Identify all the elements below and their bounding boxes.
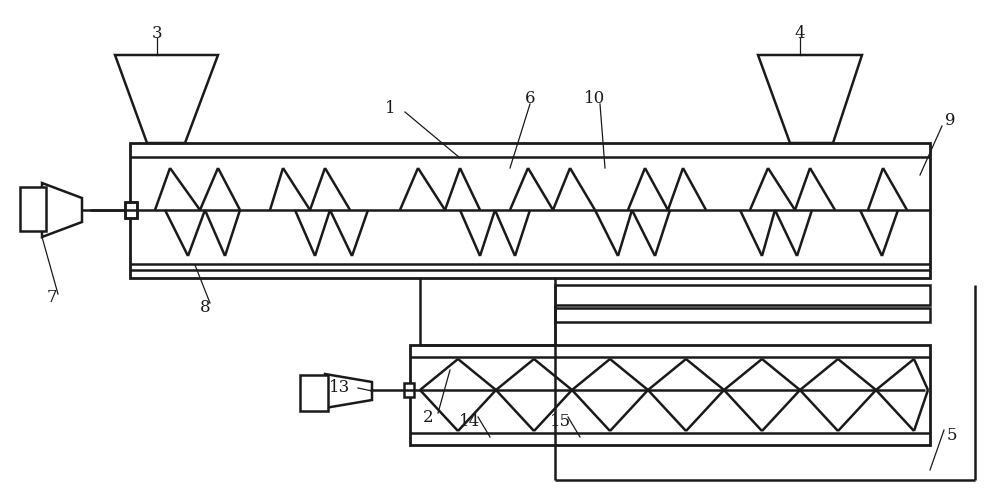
Polygon shape: [115, 55, 218, 143]
Polygon shape: [758, 55, 862, 143]
Bar: [555, 308, 930, 322]
Polygon shape: [42, 183, 82, 237]
Text: 14: 14: [459, 413, 481, 430]
Text: 3: 3: [152, 24, 162, 41]
Bar: [125, 202, 137, 218]
Bar: [130, 143, 930, 278]
Polygon shape: [325, 374, 372, 408]
Text: 13: 13: [329, 379, 351, 396]
Bar: [410, 345, 930, 445]
Text: 1: 1: [385, 100, 395, 117]
Text: 8: 8: [200, 299, 210, 317]
Text: 9: 9: [945, 112, 955, 128]
Bar: [300, 375, 328, 411]
Text: 5: 5: [947, 426, 957, 444]
Text: 10: 10: [584, 90, 606, 107]
Bar: [404, 383, 414, 397]
Bar: [125, 202, 137, 218]
Text: 2: 2: [423, 409, 433, 426]
Text: 15: 15: [549, 413, 571, 430]
Bar: [555, 285, 930, 305]
Text: 4: 4: [795, 24, 805, 41]
Text: 6: 6: [525, 90, 535, 107]
Bar: [20, 187, 46, 231]
Text: 7: 7: [47, 289, 57, 306]
